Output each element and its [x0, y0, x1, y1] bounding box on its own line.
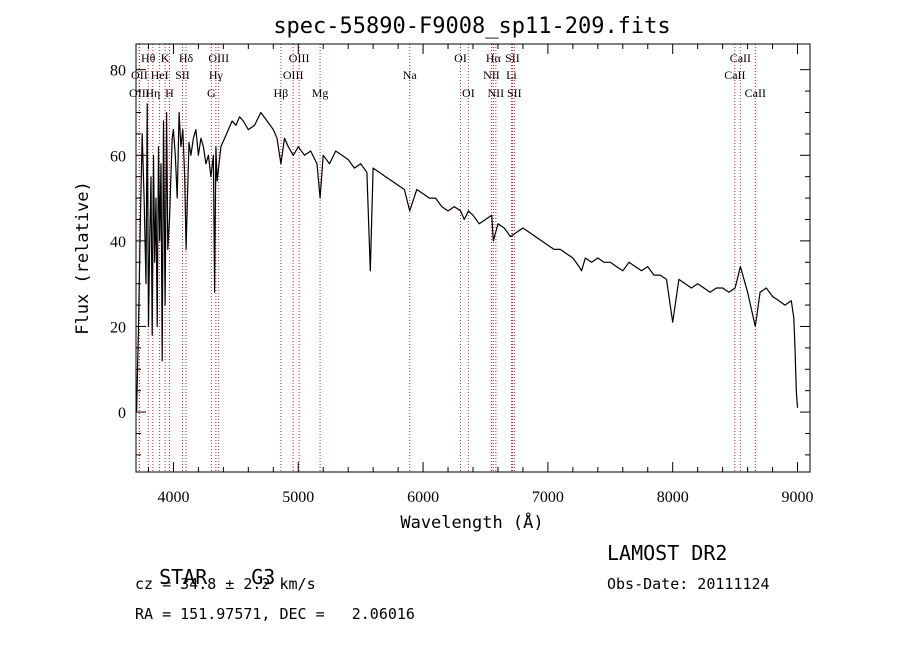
marker-label: Li — [506, 68, 517, 82]
marker-label: Hα — [486, 51, 502, 65]
marker-label: Na — [403, 68, 418, 82]
y-tick-label: 20 — [110, 319, 126, 336]
object-class: STAR G3 — [135, 541, 275, 589]
marker-label: Hδ — [179, 51, 194, 65]
marker-label: CaII — [724, 68, 745, 82]
marker-label: OIII — [129, 86, 150, 100]
x-tick-label: 6000 — [407, 489, 439, 506]
marker-label: H — [165, 86, 174, 100]
x-tick-label: 9000 — [782, 489, 814, 506]
marker-label: OIII — [208, 51, 229, 65]
marker-label: G — [207, 86, 216, 100]
marker-label: NII — [488, 86, 505, 100]
redshift-text: cz = 34.8 ± 2.2 km/s — [135, 575, 316, 593]
marker-label: OIII — [283, 68, 304, 82]
marker-label: CaII — [730, 51, 751, 65]
marker-label: K — [161, 51, 170, 65]
spectrum-series — [136, 103, 799, 413]
marker-label: Hβ — [274, 86, 289, 100]
marker-label: SII — [505, 51, 520, 65]
marker-label: OI — [454, 51, 467, 65]
x-tick-label: 8000 — [657, 489, 689, 506]
survey-name: LAMOST DR2 — [607, 541, 728, 565]
marker-label: Hγ — [209, 68, 224, 82]
plot-frame — [135, 43, 811, 473]
object-subclass: G3 — [251, 565, 276, 589]
marker-label: CaII — [745, 86, 766, 100]
y-axis-label: Flux (relative) — [73, 181, 93, 335]
x-tick-label: 4000 — [157, 489, 189, 506]
y-tick-label: 40 — [110, 234, 126, 251]
object-class-text: STAR — [159, 565, 208, 589]
coordinates: RA = 151.97571, DEC = 2.06016 — [135, 605, 415, 623]
marker-label: OIII — [289, 51, 310, 65]
x-tick-label: 7000 — [532, 489, 564, 506]
marker-label: SII — [175, 68, 190, 82]
y-tick-label: 0 — [118, 405, 126, 422]
marker-label: Mg — [312, 86, 329, 100]
axis-ticks: 4000 5000 6000 7000 8000 9000 0 20 40 60 80 — [110, 44, 814, 506]
y-tick-label: 80 — [110, 63, 126, 80]
obs-date: Obs-Date: 20111124 — [607, 575, 770, 593]
spectrum-line — [136, 103, 799, 413]
y-tick-label: 60 — [110, 148, 126, 165]
marker-label: NII — [483, 68, 500, 82]
marker-label: Hθ — [141, 51, 156, 65]
marker-label: OI — [462, 86, 475, 100]
chart-title: spec-55890-F9008_sp11-209.fits — [273, 14, 670, 39]
marker-label: SII — [507, 86, 522, 100]
x-tick-label: 5000 — [282, 489, 314, 506]
marker-label: Hη — [145, 86, 160, 100]
marker-label: HeI — [151, 68, 169, 82]
x-axis-label: Wavelength (Å) — [400, 511, 543, 533]
